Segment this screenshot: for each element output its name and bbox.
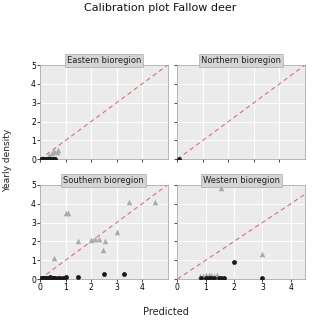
Text: Calibration plot Fallow deer: Calibration plot Fallow deer: [84, 3, 236, 13]
Point: [177, 156, 182, 161]
Point: [40, 275, 45, 280]
Point: [206, 275, 211, 280]
Point: [260, 275, 265, 280]
Point: [122, 271, 127, 276]
Point: [41, 156, 46, 161]
Point: [209, 275, 214, 280]
Point: [114, 229, 119, 235]
Point: [41, 275, 46, 280]
Point: [44, 156, 49, 161]
Point: [49, 156, 54, 162]
Title: Northern bioregion: Northern bioregion: [201, 56, 281, 65]
Point: [200, 273, 205, 278]
Point: [52, 148, 57, 153]
Point: [89, 238, 94, 243]
Point: [219, 185, 224, 190]
Point: [199, 276, 204, 281]
Point: [209, 273, 214, 278]
Point: [41, 275, 46, 280]
Point: [49, 150, 54, 155]
Point: [39, 276, 44, 281]
Title: Eastern bioregion: Eastern bioregion: [67, 56, 141, 65]
Point: [54, 149, 59, 155]
Point: [42, 275, 47, 280]
Point: [50, 275, 55, 280]
Point: [44, 275, 50, 280]
Point: [53, 275, 58, 280]
Point: [41, 156, 46, 162]
Point: [219, 275, 224, 280]
Point: [42, 156, 47, 161]
Point: [52, 256, 57, 261]
Point: [46, 156, 52, 162]
Point: [53, 156, 58, 162]
Point: [101, 271, 107, 276]
Point: [46, 275, 52, 280]
Point: [152, 199, 157, 204]
Point: [76, 275, 81, 280]
Point: [214, 272, 220, 277]
Point: [63, 275, 68, 280]
Point: [47, 156, 52, 161]
Point: [45, 156, 50, 162]
Point: [52, 275, 57, 280]
Point: [206, 272, 211, 277]
Point: [63, 211, 68, 216]
Point: [216, 275, 221, 280]
Point: [43, 156, 48, 162]
Point: [50, 156, 55, 161]
Point: [44, 156, 50, 162]
Point: [55, 275, 60, 280]
Title: Southern bioregion: Southern bioregion: [63, 176, 144, 185]
Point: [212, 275, 217, 280]
Point: [58, 275, 63, 280]
Point: [49, 275, 54, 280]
Point: [96, 237, 101, 242]
Point: [232, 260, 237, 265]
Point: [212, 273, 217, 278]
Text: Yearly density: Yearly density: [3, 128, 12, 192]
Point: [103, 239, 108, 244]
Point: [56, 148, 61, 153]
Point: [43, 156, 48, 162]
Point: [203, 276, 208, 281]
Point: [45, 275, 50, 280]
Point: [40, 275, 45, 280]
Point: [260, 251, 265, 256]
Point: [222, 275, 227, 280]
Point: [48, 275, 53, 280]
Point: [39, 156, 44, 162]
Point: [203, 273, 208, 278]
Point: [43, 275, 48, 280]
Point: [66, 211, 71, 216]
Point: [60, 275, 66, 280]
Text: Predicted: Predicted: [143, 307, 189, 317]
Point: [76, 239, 81, 244]
Point: [43, 275, 48, 280]
Point: [40, 156, 45, 162]
Title: Western bioregion: Western bioregion: [203, 176, 280, 185]
Point: [197, 274, 203, 279]
Point: [127, 199, 132, 204]
Point: [46, 152, 52, 157]
Point: [100, 247, 105, 252]
Point: [52, 156, 57, 162]
Point: [44, 275, 49, 280]
Point: [40, 156, 45, 161]
Point: [48, 156, 53, 162]
Point: [92, 237, 98, 242]
